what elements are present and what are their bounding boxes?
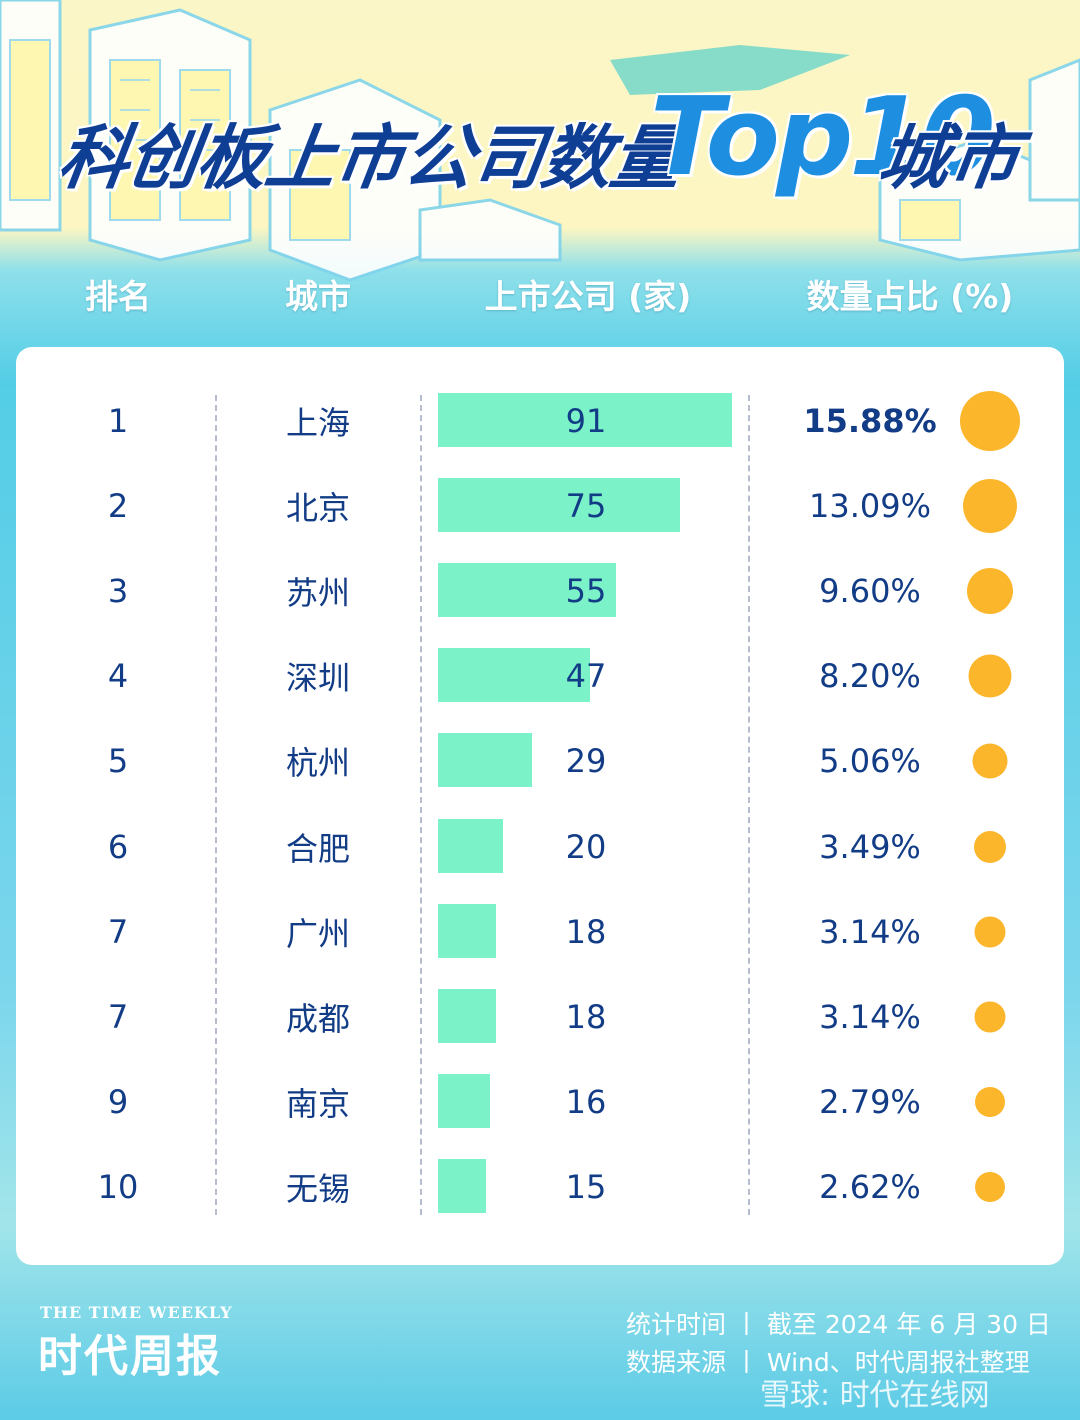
table-row: 1 上海 91 15.88% [0, 391, 1080, 451]
table-header: 排名 城市 上市公司 (家) 数量占比 (%) [0, 270, 1080, 320]
title-top10: Top10 [650, 75, 996, 200]
share-value: 2.62% [819, 1167, 921, 1206]
table-row: 7 成都 18 3.14% [0, 988, 1080, 1045]
count-value: 20 [565, 827, 607, 866]
count-bar [438, 563, 616, 618]
city-cell: 合肥 [285, 829, 351, 868]
city-buildings-illustration [0, 0, 1080, 282]
header-rank: 排名 [85, 277, 151, 316]
share-dot [974, 830, 1006, 863]
rank-cell: 1 [107, 402, 129, 440]
count-bar [438, 988, 496, 1043]
data-source: 数据来源 丨 Wind、时代周报社整理 [626, 1348, 1030, 1377]
count-bar [438, 903, 496, 958]
brand-english: THE TIME WEEKLY [40, 1303, 233, 1322]
rank-cell: 7 [107, 997, 129, 1036]
count-value: 18 [565, 997, 607, 1036]
share-dot [975, 1171, 1005, 1202]
share-dot [963, 479, 1017, 534]
table-row: 2 北京 75 13.09% [0, 478, 1080, 534]
city-cell: 上海 [285, 404, 351, 442]
rank-cell: 10 [97, 1167, 139, 1206]
count-bar [438, 478, 680, 533]
share-value: 9.60% [819, 572, 921, 611]
count-bar [438, 648, 590, 703]
chart-title: 科创板上市公司数量 Top10 城市 [0, 40, 1080, 240]
share-value: 15.88% [803, 402, 937, 440]
table-row: 9 南京 16 2.79% [0, 1073, 1080, 1130]
city-cell: 南京 [285, 1084, 351, 1123]
share-value: 13.09% [808, 487, 932, 526]
share-dot [974, 916, 1006, 948]
share-value: 8.20% [819, 657, 921, 696]
header-share: 数量占比 (%) [806, 277, 1014, 316]
share-dot [967, 568, 1013, 615]
share-dot [974, 1001, 1006, 1033]
table-row: 4 深圳 47 8.20% [0, 648, 1080, 704]
table-row: 6 合肥 20 3.49% [0, 818, 1080, 875]
share-value: 3.14% [819, 997, 921, 1036]
table-row: 10 无锡 15 2.62% [0, 1158, 1080, 1215]
table-row: 5 杭州 29 5.06% [0, 733, 1080, 789]
count-value: 16 [565, 1082, 607, 1121]
count-value: 75 [565, 487, 607, 526]
column-divider [748, 395, 750, 1215]
table-row: 3 苏州 55 9.60% [0, 563, 1080, 619]
share-value: 3.14% [819, 912, 921, 951]
share-value: 5.06% [819, 742, 921, 781]
count-bar [438, 1073, 490, 1128]
count-value: 47 [565, 657, 607, 696]
count-bar [438, 818, 503, 873]
city-cell: 杭州 [285, 744, 351, 783]
count-bar [438, 1158, 486, 1213]
count-value: 18 [565, 912, 607, 951]
rank-cell: 9 [107, 1082, 129, 1121]
city-cell: 广州 [285, 914, 351, 953]
city-cell: 北京 [285, 489, 351, 528]
title-suffix: 城市 [873, 117, 1025, 199]
city-cell: 深圳 [285, 659, 351, 698]
share-value: 3.49% [819, 827, 921, 866]
share-dot [968, 654, 1012, 698]
rank-cell: 5 [107, 742, 129, 781]
count-value: 91 [565, 402, 607, 440]
city-cell: 苏州 [285, 574, 351, 613]
city-cell: 无锡 [285, 1169, 351, 1208]
header-city: 城市 [285, 277, 351, 316]
rank-cell: 6 [107, 827, 129, 866]
brand-logo: 时代周报 [38, 1331, 222, 1382]
share-dot [972, 743, 1008, 779]
share-dot [975, 1086, 1005, 1117]
title-main: 科创板上市公司数量 [53, 117, 686, 199]
column-divider [215, 395, 217, 1215]
count-value: 15 [565, 1167, 607, 1206]
count-value: 55 [565, 572, 607, 611]
count-value: 29 [565, 742, 607, 781]
rank-cell: 7 [107, 912, 129, 951]
rank-cell: 3 [107, 572, 129, 611]
share-dot [960, 391, 1020, 451]
rank-cell: 2 [107, 487, 129, 526]
share-value: 2.79% [819, 1082, 921, 1121]
header-count: 上市公司 (家) [484, 277, 692, 316]
table-row: 7 广州 18 3.14% [0, 903, 1080, 960]
city-cell: 成都 [285, 999, 351, 1038]
watermark: 雪球: 时代在线网 [760, 1378, 990, 1413]
stat-time: 统计时间 丨 截至 2024 年 6 月 30 日 [626, 1310, 1051, 1339]
column-divider [420, 395, 422, 1215]
count-bar [438, 733, 532, 788]
count-bar [438, 393, 732, 447]
rank-cell: 4 [107, 657, 129, 696]
